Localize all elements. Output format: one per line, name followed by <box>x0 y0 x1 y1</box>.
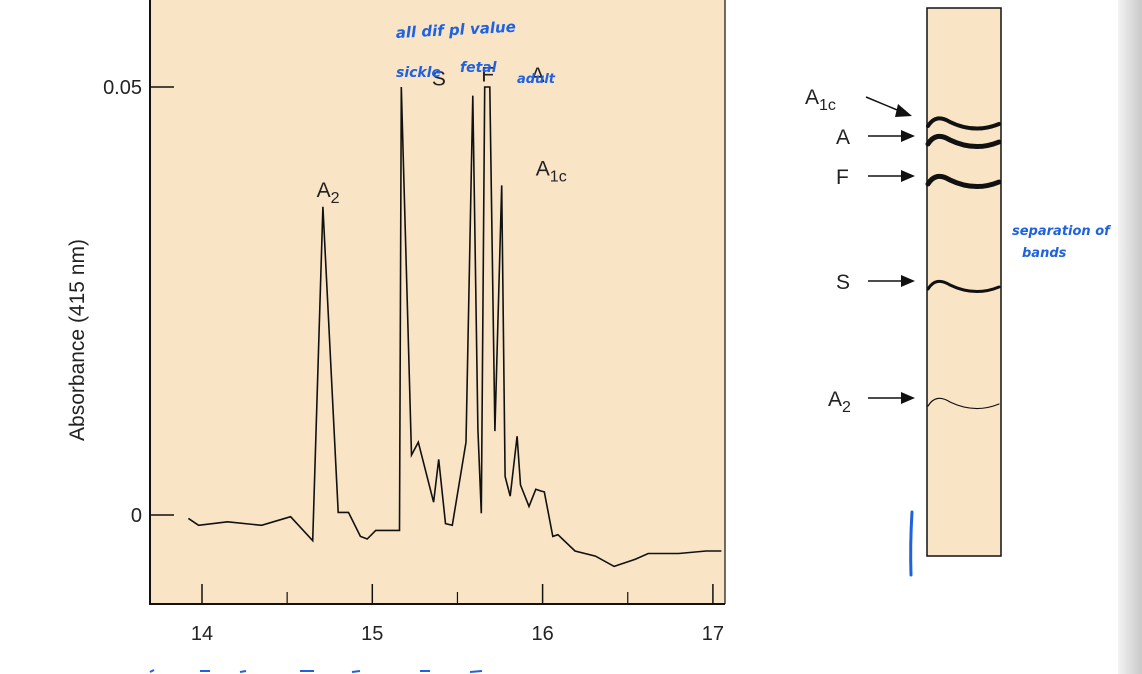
x-tick-label: 17 <box>702 623 724 645</box>
gel-band-label-main: A <box>805 86 819 109</box>
gel-band-label-main: F <box>836 166 849 189</box>
annotation-bands: bands <box>1022 246 1067 261</box>
gel-arrow-head <box>901 130 915 142</box>
peak-label: F <box>481 63 494 86</box>
peak-label-main: A <box>536 157 550 180</box>
x-tick-label: 16 <box>531 623 553 645</box>
plot-background <box>150 0 725 604</box>
annotation-sickle: sickle <box>396 65 441 81</box>
gel-band-label-sub: 2 <box>842 399 851 416</box>
gel-bands <box>925 116 1002 410</box>
gel-band-label: A1c <box>805 86 836 114</box>
peak-label-main: A <box>317 179 331 202</box>
peak-label: A <box>531 64 545 87</box>
annotation-separation: separation of <box>1012 224 1112 239</box>
peak-label: A1c <box>536 157 567 185</box>
gel-band-label: F <box>836 166 849 189</box>
peak-label-main: S <box>432 68 446 91</box>
peak-label: A2 <box>317 179 340 207</box>
gel-band-label-main: A <box>836 126 850 149</box>
gel-band-label: A2 <box>828 388 851 416</box>
pen-stroke <box>909 510 914 577</box>
x-tick-label: 15 <box>361 623 383 645</box>
y-axis-ticks: 00.05 <box>103 77 174 527</box>
gel-band <box>925 173 1002 189</box>
y-axis-label: Absorbance (415 nm) <box>66 239 89 441</box>
gel-band <box>926 116 1001 131</box>
gel-band <box>927 397 1000 410</box>
peak-label-main: F <box>481 63 494 86</box>
x-tick-label: 14 <box>191 623 213 645</box>
gel-arrow-head <box>895 104 912 117</box>
y-tick-label: 0 <box>131 505 142 527</box>
gel-band-label-main: S <box>836 271 850 294</box>
y-tick-label: 0.05 <box>103 77 142 99</box>
gel-band-label: A <box>836 126 850 149</box>
gel-band-label: S <box>836 271 850 294</box>
gel-arrow-head <box>901 170 915 182</box>
gel-arrow-shaft <box>865 96 903 113</box>
annotation-adult: adult <box>517 72 556 87</box>
gel-band-label-sub: 1c <box>819 97 836 114</box>
page-edge <box>1118 0 1142 674</box>
peak-label-sub: 2 <box>331 190 340 207</box>
gel-band <box>926 279 1001 293</box>
peak-label: S <box>432 68 446 91</box>
x-axis-ticks: 14 15 16 17 <box>191 584 724 645</box>
peak-label-sub: 1c <box>550 168 567 185</box>
peak-label-main: A <box>531 64 545 87</box>
absorbance-trace <box>187 86 722 568</box>
annotation-fetal: fetal <box>460 60 497 76</box>
gel-arrow-head <box>901 275 915 287</box>
gel-band <box>925 133 1002 149</box>
gel-band-label-main: A <box>828 388 842 411</box>
pen-scribble-bottom <box>149 669 483 673</box>
chromatogram-chart: 14 15 16 17 00.05 Absorbance (415 nm) A2S F A… <box>66 0 726 645</box>
gel-arrow-head <box>901 392 915 404</box>
